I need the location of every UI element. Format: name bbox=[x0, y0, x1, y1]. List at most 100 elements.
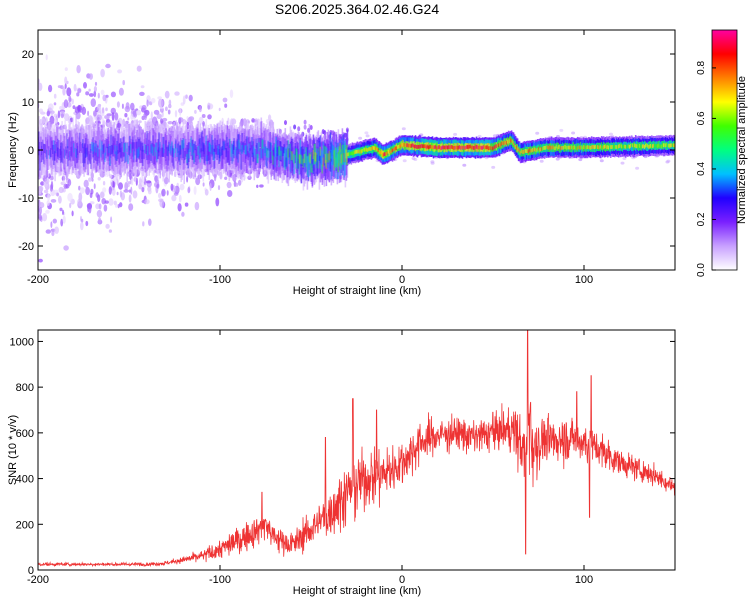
ridge-cell bbox=[256, 153, 259, 163]
ridge-cell bbox=[511, 139, 514, 144]
ridge-cell bbox=[121, 147, 123, 157]
heatmap-speck bbox=[59, 106, 63, 110]
heatmap-speck bbox=[62, 209, 64, 215]
ridge-cell bbox=[321, 150, 324, 171]
heatmap-speck bbox=[620, 161, 625, 165]
ridge-cell bbox=[149, 154, 151, 164]
heatmap-speck bbox=[53, 119, 58, 125]
heatmap-speck bbox=[303, 124, 307, 130]
ridge-cell bbox=[299, 154, 302, 164]
heatmap-speck bbox=[62, 179, 66, 184]
heatmap-speck bbox=[119, 190, 122, 198]
ridge-cell bbox=[349, 151, 352, 156]
ridge-cell bbox=[339, 143, 342, 153]
ridge-cell bbox=[387, 149, 390, 154]
ridge-cell bbox=[322, 157, 325, 167]
ridge-cell bbox=[267, 140, 270, 161]
heatmap-speck bbox=[411, 157, 416, 160]
ridge-cell bbox=[437, 145, 440, 150]
heatmap-speck bbox=[98, 217, 102, 224]
ridge-cell bbox=[156, 151, 158, 161]
ridge-cell bbox=[598, 145, 601, 150]
ridge-cell bbox=[54, 151, 56, 161]
ridge-cell bbox=[45, 144, 47, 154]
ridge-cell bbox=[152, 146, 154, 156]
ridge-cell bbox=[150, 144, 152, 154]
ridge-cell bbox=[174, 144, 176, 154]
ridge-cell bbox=[371, 146, 374, 150]
heatmap-speck bbox=[108, 186, 112, 195]
ridge-cell bbox=[351, 151, 354, 156]
ridge-cell bbox=[89, 154, 91, 164]
heatmap-speck bbox=[161, 188, 166, 197]
ridge-cell bbox=[410, 144, 413, 148]
heatmap-speck bbox=[77, 105, 82, 112]
heatmap-speck bbox=[215, 197, 220, 207]
ridge-cell bbox=[195, 148, 198, 158]
ridge-cell bbox=[190, 137, 193, 147]
ridge-cell bbox=[486, 145, 489, 150]
ridge-cell bbox=[85, 148, 87, 158]
ridge-cell bbox=[459, 146, 462, 150]
ridge-cell bbox=[440, 146, 443, 151]
ridge-cell bbox=[668, 143, 671, 148]
ridge-cell bbox=[399, 144, 402, 149]
heatmap-speck bbox=[218, 107, 221, 112]
ridge-cell bbox=[405, 143, 408, 148]
ridge-cell bbox=[166, 146, 168, 156]
ridge-cell bbox=[274, 144, 277, 154]
y-tick-label: 20 bbox=[22, 49, 34, 61]
ridge-cell bbox=[295, 148, 298, 158]
ridge-cell bbox=[586, 145, 589, 149]
ridge-cell bbox=[540, 146, 543, 151]
heatmap-speck bbox=[69, 202, 72, 209]
ridge-cell bbox=[178, 150, 180, 160]
heatmap-speck bbox=[241, 118, 244, 125]
heatmap-speck bbox=[144, 199, 150, 205]
ridge-cell bbox=[236, 141, 239, 151]
ridge-cell bbox=[666, 143, 669, 147]
ridge-cell bbox=[393, 147, 396, 151]
ridge-cell bbox=[234, 146, 237, 156]
heatmap-speck bbox=[85, 91, 90, 96]
ridge-cell bbox=[530, 148, 533, 153]
heatmap-speck bbox=[93, 90, 97, 98]
ridge-cell bbox=[151, 144, 153, 154]
ridge-cell bbox=[312, 154, 315, 175]
y-tick-label: 400 bbox=[16, 474, 34, 486]
ridge-cell bbox=[287, 148, 290, 158]
ridge-cell bbox=[182, 140, 184, 150]
ridge-cell bbox=[245, 145, 248, 155]
heatmap-speck bbox=[147, 189, 152, 195]
ridge-cell bbox=[66, 149, 68, 159]
heatmap-speck bbox=[97, 177, 101, 181]
ridge-cell bbox=[226, 136, 229, 146]
heatmap-speck bbox=[104, 200, 109, 204]
ridge-cell bbox=[510, 138, 513, 143]
ridge-cell bbox=[79, 132, 81, 153]
ridge-cell bbox=[99, 130, 101, 168]
ridge-cell bbox=[81, 143, 83, 153]
ridge-cell bbox=[318, 140, 321, 161]
ridge-cell bbox=[102, 145, 104, 155]
ridge-cell bbox=[206, 140, 209, 161]
heatmap-speck bbox=[50, 180, 54, 190]
ridge-cell bbox=[472, 146, 475, 150]
ridge-cell bbox=[357, 149, 360, 153]
heatmap-speck bbox=[665, 160, 670, 164]
ridge-cell bbox=[282, 147, 285, 168]
ridge-cell bbox=[365, 147, 368, 152]
ridge-cell bbox=[648, 144, 651, 149]
ridge-cell bbox=[493, 145, 496, 150]
ridge-cell bbox=[202, 142, 205, 152]
ridge-cell bbox=[168, 142, 170, 152]
ridge-cell bbox=[384, 152, 387, 157]
heatmap-speck bbox=[309, 125, 313, 130]
ridge-cell bbox=[112, 143, 114, 153]
ridge-cell bbox=[635, 144, 638, 148]
heatmap-speck bbox=[97, 104, 101, 111]
ridge-cell bbox=[504, 140, 507, 145]
ridge-cell bbox=[672, 143, 675, 148]
heatmap-speck bbox=[57, 110, 61, 119]
ridge-cell bbox=[90, 149, 92, 170]
